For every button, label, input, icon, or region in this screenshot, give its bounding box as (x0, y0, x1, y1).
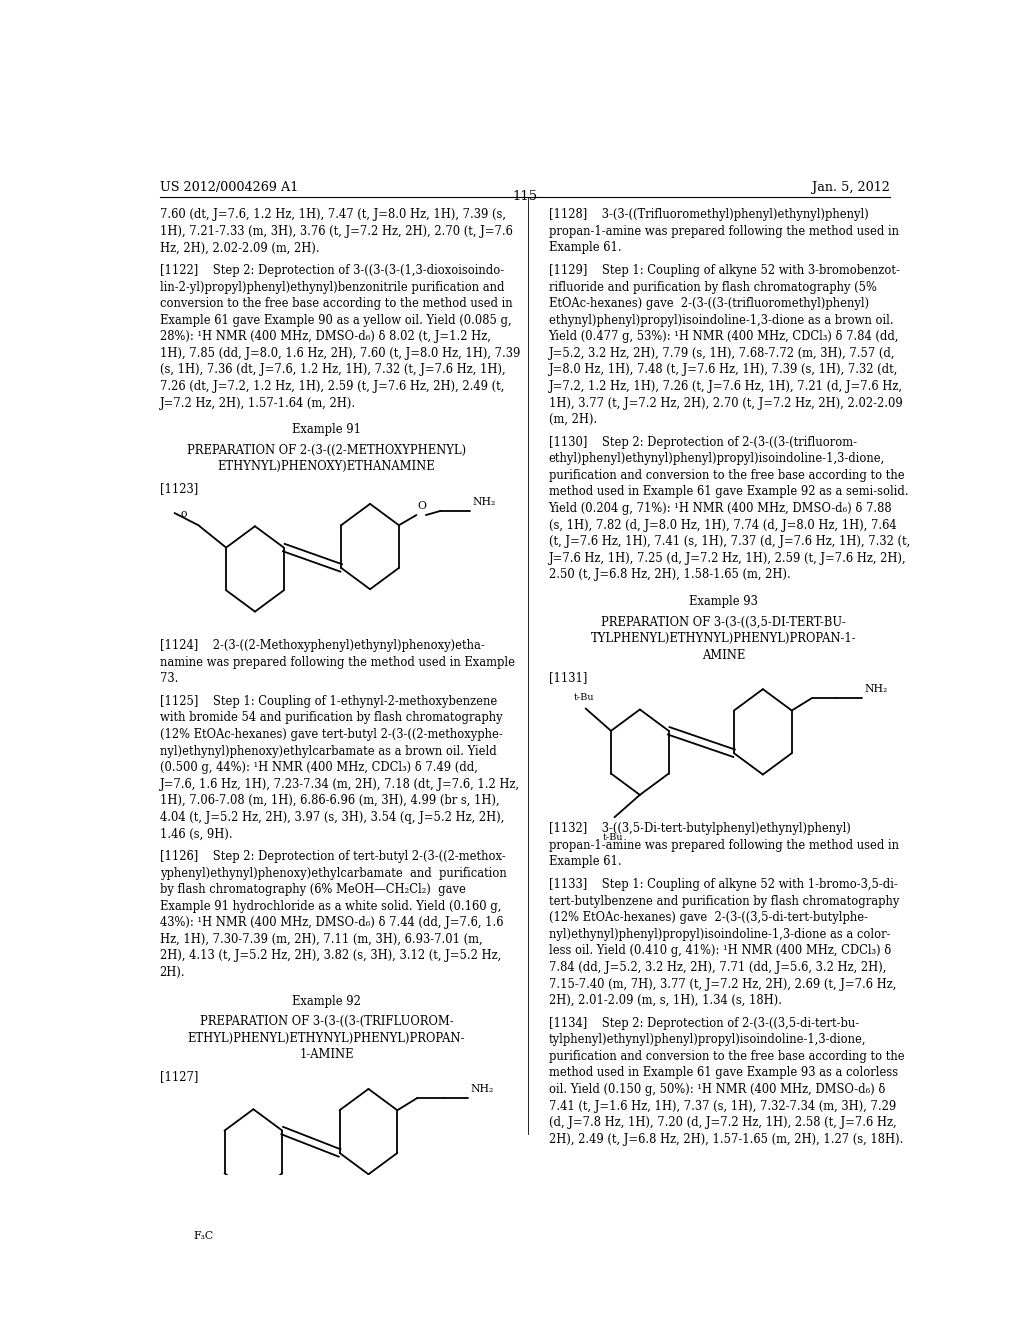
Text: 115: 115 (512, 190, 538, 203)
Text: (12% EtOAc-hexanes) gave tert-butyl 2-(3-((2-methoxyphe-: (12% EtOAc-hexanes) gave tert-butyl 2-(3… (160, 729, 503, 741)
Text: [1134]    Step 2: Deprotection of 2-(3-((3,5-di-tert-bu-: [1134] Step 2: Deprotection of 2-(3-((3,… (549, 1016, 859, 1030)
Text: EtOAc-hexanes) gave  2-(3-((3-(trifluoromethyl)phenyl): EtOAc-hexanes) gave 2-(3-((3-(trifluorom… (549, 297, 868, 310)
Text: 73.: 73. (160, 672, 178, 685)
Text: 43%): ¹H NMR (400 MHz, DMSO-d₆) δ 7.44 (dd, J=7.6, 1.6: 43%): ¹H NMR (400 MHz, DMSO-d₆) δ 7.44 (… (160, 916, 503, 929)
Text: purification and conversion to the free base according to the: purification and conversion to the free … (549, 1049, 904, 1063)
Text: 7.26 (dt, J=7.2, 1.2 Hz, 1H), 2.59 (t, J=7.6 Hz, 2H), 2.49 (t,: 7.26 (dt, J=7.2, 1.2 Hz, 1H), 2.59 (t, J… (160, 380, 504, 393)
Text: PREPARATION OF 3-(3-((3,5-DI-TERT-BU-: PREPARATION OF 3-(3-((3,5-DI-TERT-BU- (601, 615, 846, 628)
Text: Hz, 1H), 7.30-7.39 (m, 2H), 7.11 (m, 3H), 6.93-7.01 (m,: Hz, 1H), 7.30-7.39 (m, 2H), 7.11 (m, 3H)… (160, 933, 482, 946)
Text: J=7.6, 1.6 Hz, 1H), 7.23-7.34 (m, 2H), 7.18 (dt, J=7.6, 1.2 Hz,: J=7.6, 1.6 Hz, 1H), 7.23-7.34 (m, 2H), 7… (160, 777, 520, 791)
Text: ETHYNYL)PHENOXY)ETHANAMINE: ETHYNYL)PHENOXY)ETHANAMINE (217, 461, 435, 473)
Text: AMINE: AMINE (701, 648, 744, 661)
Text: J=5.2, 3.2 Hz, 2H), 7.79 (s, 1H), 7.68-7.72 (m, 3H), 7.57 (d,: J=5.2, 3.2 Hz, 2H), 7.79 (s, 1H), 7.68-7… (549, 347, 895, 360)
Text: by flash chromatography (6% MeOH—CH₂Cl₂)  gave: by flash chromatography (6% MeOH—CH₂Cl₂)… (160, 883, 466, 896)
Text: J=7.2 Hz, 2H), 1.57-1.64 (m, 2H).: J=7.2 Hz, 2H), 1.57-1.64 (m, 2H). (160, 396, 356, 409)
Text: less oil. Yield (0.410 g, 41%): ¹H NMR (400 MHz, CDCl₃) δ: less oil. Yield (0.410 g, 41%): ¹H NMR (… (549, 944, 891, 957)
Text: [1124]    2-(3-((2-Methoxyphenyl)ethynyl)phenoxy)etha-: [1124] 2-(3-((2-Methoxyphenyl)ethynyl)ph… (160, 639, 484, 652)
Text: Example 91: Example 91 (292, 424, 360, 437)
Text: tylphenyl)ethynyl)phenyl)propyl)isoindoline-1,3-dione,: tylphenyl)ethynyl)phenyl)propyl)isoindol… (549, 1034, 866, 1047)
Text: 2.50 (t, J=6.8 Hz, 2H), 1.58-1.65 (m, 2H).: 2.50 (t, J=6.8 Hz, 2H), 1.58-1.65 (m, 2H… (549, 569, 791, 581)
Text: 7.41 (t, J=1.6 Hz, 1H), 7.37 (s, 1H), 7.32-7.34 (m, 3H), 7.29: 7.41 (t, J=1.6 Hz, 1H), 7.37 (s, 1H), 7.… (549, 1100, 896, 1113)
Text: [1130]    Step 2: Deprotection of 2-(3-((3-(trifluorom-: [1130] Step 2: Deprotection of 2-(3-((3-… (549, 436, 857, 449)
Text: Jan. 5, 2012: Jan. 5, 2012 (812, 181, 890, 194)
Text: method used in Example 61 gave Example 93 as a colorless: method used in Example 61 gave Example 9… (549, 1067, 898, 1080)
Text: yphenyl)ethynyl)phenoxy)ethylcarbamate  and  purification: yphenyl)ethynyl)phenoxy)ethylcarbamate a… (160, 867, 507, 879)
Text: NH₂: NH₂ (473, 496, 496, 507)
Text: [1123]: [1123] (160, 483, 198, 495)
Text: [1122]    Step 2: Deprotection of 3-((3-(3-(1,3-dioxoisoindo-: [1122] Step 2: Deprotection of 3-((3-(3-… (160, 264, 504, 277)
Text: US 2012/0004269 A1: US 2012/0004269 A1 (160, 181, 298, 194)
Text: 4.04 (t, J=5.2 Hz, 2H), 3.97 (s, 3H), 3.54 (q, J=5.2 Hz, 2H),: 4.04 (t, J=5.2 Hz, 2H), 3.97 (s, 3H), 3.… (160, 810, 504, 824)
Text: Example 61.: Example 61. (549, 242, 622, 255)
Text: 7.60 (dt, J=7.6, 1.2 Hz, 1H), 7.47 (t, J=8.0 Hz, 1H), 7.39 (s,: 7.60 (dt, J=7.6, 1.2 Hz, 1H), 7.47 (t, J… (160, 209, 506, 222)
Text: F₃C: F₃C (194, 1232, 213, 1241)
Text: nyl)ethynyl)phenyl)propyl)isoindoline-1,3-dione as a color-: nyl)ethynyl)phenyl)propyl)isoindoline-1,… (549, 928, 890, 941)
Text: oil. Yield (0.150 g, 50%): ¹H NMR (400 MHz, DMSO-d₆) δ: oil. Yield (0.150 g, 50%): ¹H NMR (400 M… (549, 1082, 885, 1096)
Text: nyl)ethynyl)phenoxy)ethylcarbamate as a brown oil. Yield: nyl)ethynyl)phenoxy)ethylcarbamate as a … (160, 744, 497, 758)
Text: [1126]    Step 2: Deprotection of tert-butyl 2-(3-((2-methox-: [1126] Step 2: Deprotection of tert-buty… (160, 850, 506, 863)
Text: Example 61.: Example 61. (549, 855, 622, 869)
Text: Example 93: Example 93 (689, 595, 758, 609)
Text: ETHYL)PHENYL)ETHYNYL)PHENYL)PROPAN-: ETHYL)PHENYL)ETHYNYL)PHENYL)PROPAN- (187, 1032, 465, 1044)
Text: (s, 1H), 7.82 (d, J=8.0 Hz, 1H), 7.74 (d, J=8.0 Hz, 1H), 7.64: (s, 1H), 7.82 (d, J=8.0 Hz, 1H), 7.74 (d… (549, 519, 896, 532)
Text: Example 92: Example 92 (292, 995, 360, 1007)
Text: J=8.0 Hz, 1H), 7.48 (t, J=7.6 Hz, 1H), 7.39 (s, 1H), 7.32 (dt,: J=8.0 Hz, 1H), 7.48 (t, J=7.6 Hz, 1H), 7… (549, 363, 898, 376)
Text: t-Bu: t-Bu (573, 693, 594, 702)
Text: (s, 1H), 7.36 (dt, J=7.6, 1.2 Hz, 1H), 7.32 (t, J=7.6 Hz, 1H),: (s, 1H), 7.36 (dt, J=7.6, 1.2 Hz, 1H), 7… (160, 363, 506, 376)
Text: 1.46 (s, 9H).: 1.46 (s, 9H). (160, 828, 232, 841)
Text: 2H), 2.01-2.09 (m, s, 1H), 1.34 (s, 18H).: 2H), 2.01-2.09 (m, s, 1H), 1.34 (s, 18H)… (549, 994, 781, 1007)
Text: PREPARATION OF 2-(3-((2-METHOXYPHENYL): PREPARATION OF 2-(3-((2-METHOXYPHENYL) (186, 444, 466, 457)
Text: 2H), 4.13 (t, J=5.2 Hz, 2H), 3.82 (s, 3H), 3.12 (t, J=5.2 Hz,: 2H), 4.13 (t, J=5.2 Hz, 2H), 3.82 (s, 3H… (160, 949, 501, 962)
Text: Yield (0.477 g, 53%): ¹H NMR (400 MHz, CDCl₃) δ 7.84 (dd,: Yield (0.477 g, 53%): ¹H NMR (400 MHz, C… (549, 330, 899, 343)
Text: ethynyl)phenyl)propyl)isoindoline-1,3-dione as a brown oil.: ethynyl)phenyl)propyl)isoindoline-1,3-di… (549, 314, 893, 327)
Text: (t, J=7.6 Hz, 1H), 7.41 (s, 1H), 7.37 (d, J=7.6 Hz, 1H), 7.32 (t,: (t, J=7.6 Hz, 1H), 7.41 (s, 1H), 7.37 (d… (549, 535, 910, 548)
Text: NH₂: NH₂ (864, 684, 888, 694)
Text: o: o (181, 510, 187, 519)
Text: 2H), 2.49 (t, J=6.8 Hz, 2H), 1.57-1.65 (m, 2H), 1.27 (s, 18H).: 2H), 2.49 (t, J=6.8 Hz, 2H), 1.57-1.65 (… (549, 1133, 903, 1146)
Text: propan-1-amine was prepared following the method used in: propan-1-amine was prepared following th… (549, 224, 899, 238)
Text: purification and conversion to the free base according to the: purification and conversion to the free … (549, 469, 904, 482)
Text: propan-1-amine was prepared following the method used in: propan-1-amine was prepared following th… (549, 840, 899, 851)
Text: [1132]    3-((3,5-Di-tert-butylphenyl)ethynyl)phenyl): [1132] 3-((3,5-Di-tert-butylphenyl)ethyn… (549, 822, 851, 836)
Text: ethyl)phenyl)ethynyl)phenyl)propyl)isoindoline-1,3-dione,: ethyl)phenyl)ethynyl)phenyl)propyl)isoin… (549, 453, 885, 466)
Text: Example 91 hydrochloride as a white solid. Yield (0.160 g,: Example 91 hydrochloride as a white soli… (160, 900, 501, 912)
Text: (12% EtOAc-hexanes) gave  2-(3-((3,5-di-tert-butylphe-: (12% EtOAc-hexanes) gave 2-(3-((3,5-di-t… (549, 911, 867, 924)
Text: J=7.6 Hz, 1H), 7.25 (d, J=7.2 Hz, 1H), 2.59 (t, J=7.6 Hz, 2H),: J=7.6 Hz, 1H), 7.25 (d, J=7.2 Hz, 1H), 2… (549, 552, 906, 565)
Text: TYLPHENYL)ETHYNYL)PHENYL)PROPAN-1-: TYLPHENYL)ETHYNYL)PHENYL)PROPAN-1- (591, 632, 856, 645)
Text: method used in Example 61 gave Example 92 as a semi-solid.: method used in Example 61 gave Example 9… (549, 486, 908, 499)
Text: t-Bu: t-Bu (602, 833, 624, 842)
Text: with bromide 54 and purification by flash chromatography: with bromide 54 and purification by flas… (160, 711, 503, 725)
Text: NH₂: NH₂ (470, 1084, 494, 1094)
Text: (d, J=7.8 Hz, 1H), 7.20 (d, J=7.2 Hz, 1H), 2.58 (t, J=7.6 Hz,: (d, J=7.8 Hz, 1H), 7.20 (d, J=7.2 Hz, 1H… (549, 1117, 896, 1129)
Text: 1H), 7.06-7.08 (m, 1H), 6.86-6.96 (m, 3H), 4.99 (br s, 1H),: 1H), 7.06-7.08 (m, 1H), 6.86-6.96 (m, 3H… (160, 795, 500, 808)
Text: [1129]    Step 1: Coupling of alkyne 52 with 3-bromobenzot-: [1129] Step 1: Coupling of alkyne 52 wit… (549, 264, 899, 277)
Text: 1-AMINE: 1-AMINE (299, 1048, 353, 1061)
Text: namine was prepared following the method used in Example: namine was prepared following the method… (160, 656, 515, 669)
Text: 1H), 3.77 (t, J=7.2 Hz, 2H), 2.70 (t, J=7.2 Hz, 2H), 2.02-2.09: 1H), 3.77 (t, J=7.2 Hz, 2H), 2.70 (t, J=… (549, 396, 902, 409)
Text: O: O (417, 500, 426, 511)
Text: (m, 2H).: (m, 2H). (549, 413, 597, 426)
Text: 1H), 7.85 (dd, J=8.0, 1.6 Hz, 2H), 7.60 (t, J=8.0 Hz, 1H), 7.39: 1H), 7.85 (dd, J=8.0, 1.6 Hz, 2H), 7.60 … (160, 347, 520, 360)
Text: Yield (0.204 g, 71%): ¹H NMR (400 MHz, DMSO-d₆) δ 7.88: Yield (0.204 g, 71%): ¹H NMR (400 MHz, D… (549, 502, 892, 515)
Text: Hz, 2H), 2.02-2.09 (m, 2H).: Hz, 2H), 2.02-2.09 (m, 2H). (160, 242, 319, 255)
Text: [1128]    3-(3-((Trifluoromethyl)phenyl)ethynyl)phenyl): [1128] 3-(3-((Trifluoromethyl)phenyl)eth… (549, 209, 868, 222)
Text: PREPARATION OF 3-(3-((3-(TRIFLUOROM-: PREPARATION OF 3-(3-((3-(TRIFLUOROM- (200, 1015, 454, 1028)
Text: (0.500 g, 44%): ¹H NMR (400 MHz, CDCl₃) δ 7.49 (dd,: (0.500 g, 44%): ¹H NMR (400 MHz, CDCl₃) … (160, 762, 477, 774)
Text: [1125]    Step 1: Coupling of 1-ethynyl-2-methoxybenzene: [1125] Step 1: Coupling of 1-ethynyl-2-m… (160, 694, 497, 708)
Text: 1H), 7.21-7.33 (m, 3H), 3.76 (t, J=7.2 Hz, 2H), 2.70 (t, J=7.6: 1H), 7.21-7.33 (m, 3H), 3.76 (t, J=7.2 H… (160, 224, 513, 238)
Text: conversion to the free base according to the method used in: conversion to the free base according to… (160, 297, 512, 310)
Text: [1133]    Step 1: Coupling of alkyne 52 with 1-bromo-3,5-di-: [1133] Step 1: Coupling of alkyne 52 wit… (549, 878, 897, 891)
Text: lin-2-yl)propyl)phenyl)ethynyl)benzonitrile purification and: lin-2-yl)propyl)phenyl)ethynyl)benzonitr… (160, 281, 504, 293)
Text: J=7.2, 1.2 Hz, 1H), 7.26 (t, J=7.6 Hz, 1H), 7.21 (d, J=7.6 Hz,: J=7.2, 1.2 Hz, 1H), 7.26 (t, J=7.6 Hz, 1… (549, 380, 902, 393)
Text: Example 61 gave Example 90 as a yellow oil. Yield (0.085 g,: Example 61 gave Example 90 as a yellow o… (160, 314, 511, 327)
Text: 28%): ¹H NMR (400 MHz, DMSO-d₆) δ 8.02 (t, J=1.2 Hz,: 28%): ¹H NMR (400 MHz, DMSO-d₆) δ 8.02 (… (160, 330, 490, 343)
Text: 7.84 (dd, J=5.2, 3.2 Hz, 2H), 7.71 (dd, J=5.6, 3.2 Hz, 2H),: 7.84 (dd, J=5.2, 3.2 Hz, 2H), 7.71 (dd, … (549, 961, 886, 974)
Text: 7.15-7.40 (m, 7H), 3.77 (t, J=7.2 Hz, 2H), 2.69 (t, J=7.6 Hz,: 7.15-7.40 (m, 7H), 3.77 (t, J=7.2 Hz, 2H… (549, 978, 896, 990)
Text: rifluoride and purification by flash chromatography (5%: rifluoride and purification by flash chr… (549, 281, 877, 293)
Text: [1127]: [1127] (160, 1071, 198, 1084)
Text: tert-butylbenzene and purification by flash chromatography: tert-butylbenzene and purification by fl… (549, 895, 899, 908)
Text: [1131]: [1131] (549, 671, 587, 684)
Text: 2H).: 2H). (160, 966, 185, 979)
